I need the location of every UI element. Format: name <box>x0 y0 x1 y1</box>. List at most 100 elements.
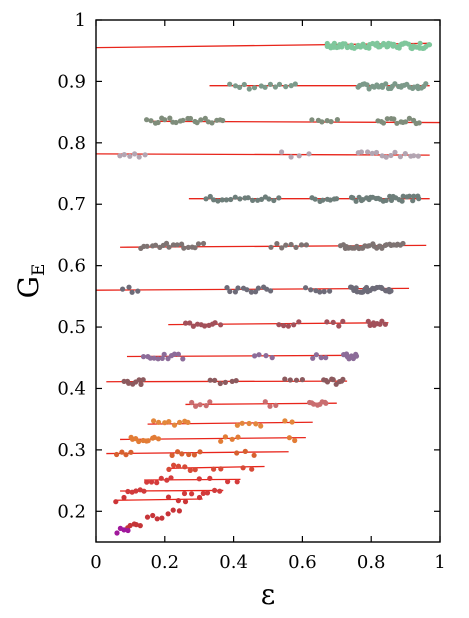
data-point <box>288 241 294 248</box>
data-point <box>255 285 261 291</box>
data-point <box>273 402 279 408</box>
y-tick-label: 1 <box>75 10 86 31</box>
data-point <box>232 83 239 89</box>
data-point <box>245 195 251 201</box>
data-point <box>324 118 330 124</box>
data-point <box>227 81 233 87</box>
data-point <box>288 154 294 160</box>
data-point <box>202 115 208 121</box>
data-point <box>207 377 213 383</box>
y-axis: 0.2 0.3 0.4 0.5 0.6 0.7 0.8 0.9 1 <box>57 10 440 522</box>
data-point <box>121 152 127 158</box>
data-point <box>141 488 147 494</box>
data-point <box>244 287 250 293</box>
data-point <box>192 467 198 473</box>
y-tick-label: 0.9 <box>57 71 86 92</box>
data-point <box>209 120 215 126</box>
data-point <box>391 41 397 48</box>
data-point <box>306 151 312 157</box>
data-point <box>165 511 171 517</box>
data-point <box>281 323 287 329</box>
data-point <box>234 479 240 485</box>
data-point <box>180 117 186 123</box>
data-point <box>327 197 333 203</box>
data-point <box>382 321 388 327</box>
data-point <box>296 319 302 325</box>
data-point <box>228 196 234 203</box>
data-point <box>162 420 168 426</box>
data-point <box>388 152 394 159</box>
data-point <box>365 149 371 155</box>
data-point <box>256 352 262 358</box>
data-point <box>232 194 238 200</box>
data-point <box>183 320 189 326</box>
data-point <box>321 289 327 295</box>
data-point <box>334 117 340 123</box>
y-tick-label: 0.5 <box>57 317 86 338</box>
data-point <box>133 522 139 528</box>
data-point <box>200 490 206 496</box>
data-point <box>406 193 412 199</box>
data-point <box>241 81 247 88</box>
data-point <box>207 475 213 481</box>
data-point <box>155 436 162 442</box>
data-point <box>289 419 295 425</box>
data-point <box>171 422 178 428</box>
data-point <box>258 196 265 202</box>
data-point <box>196 494 203 501</box>
data-point <box>383 81 389 87</box>
data-point <box>380 120 387 126</box>
data-point <box>340 318 346 324</box>
data-point <box>126 380 132 386</box>
fit-line <box>116 498 203 501</box>
data-point <box>240 465 246 471</box>
data-point <box>379 245 385 251</box>
data-point <box>189 399 195 406</box>
data-point <box>175 449 181 455</box>
data-point <box>379 84 386 90</box>
data-point <box>203 196 209 202</box>
data-point <box>148 479 155 485</box>
data-point <box>136 377 142 383</box>
data-point <box>215 198 221 204</box>
data-point <box>156 419 162 425</box>
data-point <box>114 451 120 458</box>
data-point <box>151 355 157 361</box>
data-point <box>328 119 334 125</box>
data-point <box>120 286 126 292</box>
data-point <box>235 434 241 440</box>
data-point <box>179 451 185 457</box>
data-point <box>336 323 342 329</box>
data-point <box>255 197 261 203</box>
data-point <box>392 81 398 87</box>
data-point <box>187 467 193 473</box>
data-point <box>269 355 275 361</box>
x-tick-label: 0 <box>90 552 101 573</box>
data-point <box>186 451 192 458</box>
data-point <box>248 289 254 295</box>
data-point <box>383 197 389 203</box>
data-point <box>182 464 188 470</box>
data-point <box>237 196 243 202</box>
data-point <box>171 462 177 468</box>
data-point <box>233 378 239 384</box>
data-point <box>218 322 224 328</box>
data-point <box>193 403 199 409</box>
data-point <box>121 494 127 501</box>
data-point <box>400 240 406 247</box>
data-point <box>222 434 228 440</box>
data-point <box>365 318 371 324</box>
y-tick-label: 0.4 <box>57 378 86 399</box>
data-point <box>166 466 172 472</box>
data-point <box>168 475 174 481</box>
data-point <box>117 153 123 159</box>
data-point <box>324 319 330 325</box>
data-point <box>313 352 319 358</box>
y-axis-label-main: G <box>12 276 45 298</box>
data-point <box>128 449 134 455</box>
data-point <box>411 153 417 159</box>
data-point <box>144 479 150 485</box>
data-point <box>175 351 181 357</box>
data-point <box>388 197 395 203</box>
data-point <box>319 119 325 125</box>
